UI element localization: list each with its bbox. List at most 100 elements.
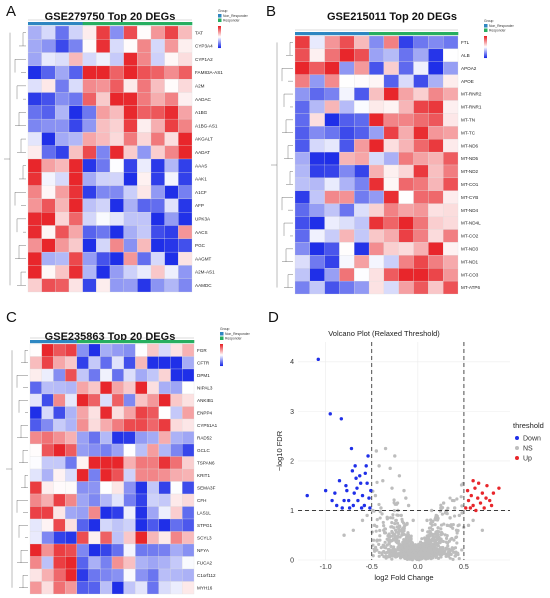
group-annotation-cell [443, 32, 459, 36]
heatmap-cell [324, 255, 340, 269]
heatmap-cell [100, 456, 113, 470]
group-annotation-cell [53, 340, 66, 344]
heatmap-cell [413, 268, 429, 282]
heatmap-cell [150, 132, 165, 146]
heatmap-cell [109, 105, 124, 120]
ns-point [428, 526, 433, 530]
heatmap-cell [383, 255, 399, 269]
heatmap-cell [324, 280, 340, 295]
heatmap-cell [111, 431, 124, 445]
heatmap-cell [27, 65, 42, 80]
ns-point [433, 522, 437, 527]
heatmap-cell [164, 251, 179, 266]
heatmap-cell [109, 198, 124, 213]
heatmap-cell [96, 39, 111, 53]
point-ns [385, 516, 390, 520]
heatmap-cell [41, 238, 56, 253]
point-ns [480, 528, 485, 532]
heatmap-cell [443, 216, 459, 230]
gene-label: FUCA2 [197, 560, 213, 565]
point-up [476, 496, 480, 500]
heatmap-cell [178, 238, 193, 253]
ns-point [446, 541, 450, 545]
heatmap-cell [96, 265, 111, 279]
ns-point [381, 520, 385, 525]
heatmap-cell [182, 568, 195, 582]
heatmap-cell [100, 581, 113, 595]
heatmap-cell [100, 368, 113, 382]
ns-point [392, 545, 396, 549]
heatmap-cell [398, 177, 414, 191]
point-ns [466, 523, 471, 528]
y-tick-label: 4 [290, 359, 294, 366]
ns-point [380, 512, 384, 516]
heatmap-cell [354, 203, 370, 217]
heatmap-cell [137, 238, 152, 253]
group-annotation-cell [309, 32, 325, 36]
heatmap-cell [68, 278, 83, 293]
heatmap-cell [135, 443, 148, 457]
heatmap-cell [29, 543, 42, 557]
heatmap-cell [111, 406, 124, 420]
heatmap-cell [164, 278, 179, 293]
heatmap-cell [413, 177, 429, 191]
point-down [362, 503, 367, 508]
color-scale-step [220, 363, 223, 365]
heatmap-cell [383, 242, 399, 256]
ns-point [397, 532, 401, 536]
heatmap-cell [111, 518, 124, 532]
heatmap-cell [55, 79, 70, 93]
group-annotation-cell [369, 32, 385, 36]
point-ns [452, 506, 457, 510]
heatmap-cell [111, 456, 124, 470]
heatmap-cell [413, 139, 429, 153]
group-annotation-cell [151, 22, 165, 26]
heatmap-cell [53, 343, 66, 357]
y-tick-label: 1 [290, 508, 294, 515]
heatmap-cell [443, 126, 459, 140]
group-annotation-cell [182, 340, 195, 344]
heatmap-cell [428, 268, 444, 282]
heatmap-cell [109, 172, 124, 186]
color-scale-step [484, 43, 487, 45]
heatmap-cell [178, 132, 193, 146]
heatmap-cell [65, 381, 77, 395]
heatmap-cell [65, 368, 77, 382]
heatmap-cell [309, 268, 325, 282]
color-scale-step [484, 53, 487, 55]
heatmap-cell [41, 556, 54, 570]
heatmap-cell [55, 185, 70, 200]
heatmap-cell [309, 229, 325, 243]
heatmap-cell [68, 185, 83, 200]
heatmap-cell [324, 87, 340, 101]
heatmap-cell [398, 151, 414, 166]
heatmap-cell [398, 203, 414, 217]
heatmap-cell [135, 418, 148, 432]
heatmap-cell [76, 581, 89, 595]
heatmap-cell [68, 118, 83, 133]
heatmap-cell [68, 212, 83, 226]
heatmap-cell [368, 113, 385, 127]
ns-point [394, 550, 398, 554]
heatmap-cell [100, 393, 113, 407]
heatmap-cell [29, 406, 42, 420]
gene-label: UPK3A [195, 216, 211, 221]
point-up [482, 506, 486, 510]
point-ns [365, 513, 369, 518]
color-scale-step [218, 47, 221, 49]
heatmap-cell [123, 251, 138, 266]
point-up [468, 506, 473, 510]
heatmap-cell [109, 65, 124, 80]
color-scale-step [484, 44, 487, 46]
heatmap-cell [164, 265, 179, 279]
heatmap-cell [147, 468, 159, 482]
heatmap-cell [443, 61, 459, 75]
heatmap-cell [109, 118, 124, 133]
point-down [323, 488, 328, 493]
color-scale-step [484, 52, 487, 54]
heatmap-cell [41, 356, 54, 370]
gene-label: A1CF [195, 190, 207, 195]
ns-point [455, 541, 459, 545]
ns-point [393, 533, 397, 537]
gene-label: AAMDC [195, 283, 212, 288]
